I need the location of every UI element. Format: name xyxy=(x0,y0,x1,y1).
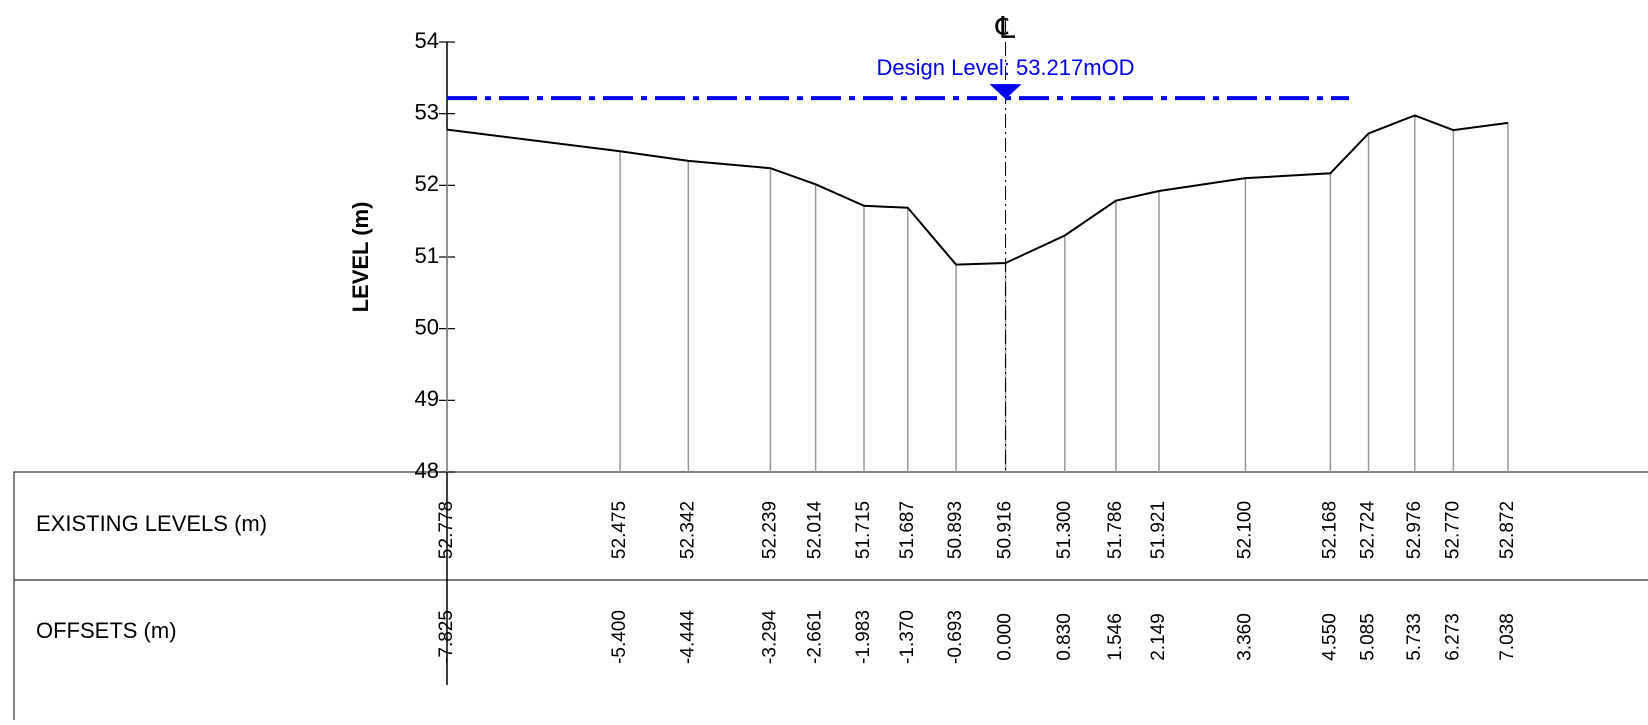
y-axis-label: LEVEL (m) xyxy=(348,202,373,313)
level-label: 51.300 xyxy=(1054,501,1075,559)
offset-label: -2.661 xyxy=(805,610,826,664)
level-label: 52.778 xyxy=(436,501,457,559)
level-label: 51.715 xyxy=(853,501,874,559)
y-tick-label: 49 xyxy=(415,386,439,411)
offset-label: 0.830 xyxy=(1054,613,1075,661)
offset-label: 1.546 xyxy=(1105,613,1126,661)
offset-label: -1.983 xyxy=(853,610,874,664)
level-label: 52.976 xyxy=(1404,501,1425,559)
table-frame xyxy=(13,471,1648,725)
offset-label: -7.825 xyxy=(436,610,457,664)
level-label: 52.342 xyxy=(677,501,698,559)
level-label: 51.786 xyxy=(1105,501,1126,559)
offset-label: -0.693 xyxy=(945,610,966,664)
level-label: 50.916 xyxy=(995,501,1016,559)
offset-label: 3.360 xyxy=(1234,613,1255,661)
offset-label: 0.000 xyxy=(995,613,1016,661)
offset-label: 6.273 xyxy=(1442,613,1463,661)
centerline-label: ℄ xyxy=(995,12,1016,45)
row-header: EXISTING LEVELS (m) xyxy=(36,511,267,536)
offset-label: -1.370 xyxy=(897,610,918,664)
level-label: 52.724 xyxy=(1358,501,1379,560)
offset-label: -3.294 xyxy=(759,610,780,664)
offset-label: 5.085 xyxy=(1358,613,1379,661)
level-label: 52.872 xyxy=(1497,501,1518,559)
level-label: 52.168 xyxy=(1319,501,1340,559)
y-tick-label: 54 xyxy=(415,28,439,53)
y-tick-label: 51 xyxy=(415,243,439,268)
y-tick-label: 48 xyxy=(415,458,439,483)
level-label: 51.921 xyxy=(1148,501,1169,559)
y-tick-label: 53 xyxy=(415,99,439,124)
ground-profile xyxy=(446,114,1509,266)
level-label: 52.770 xyxy=(1442,501,1463,559)
design-level-label: Design Level: 53.217mOD xyxy=(877,55,1135,80)
row-header: OFFSETS (m) xyxy=(36,618,177,643)
level-label: 52.100 xyxy=(1234,501,1255,559)
level-label: 52.014 xyxy=(805,501,826,560)
offset-label: 5.733 xyxy=(1404,613,1425,661)
offset-label: 4.550 xyxy=(1319,613,1340,661)
level-label: 50.893 xyxy=(945,501,966,559)
y-tick-label: 52 xyxy=(415,171,439,196)
level-label: 51.687 xyxy=(897,501,918,559)
level-label: 52.239 xyxy=(759,501,780,559)
offset-label: -4.444 xyxy=(677,610,698,664)
offset-label: 2.149 xyxy=(1148,613,1169,661)
design-level-marker xyxy=(989,84,1022,100)
y-tick-label: 50 xyxy=(415,314,439,339)
offset-label: -5.400 xyxy=(609,610,630,664)
level-label: 52.475 xyxy=(609,501,630,559)
offset-label: 7.038 xyxy=(1497,613,1518,661)
